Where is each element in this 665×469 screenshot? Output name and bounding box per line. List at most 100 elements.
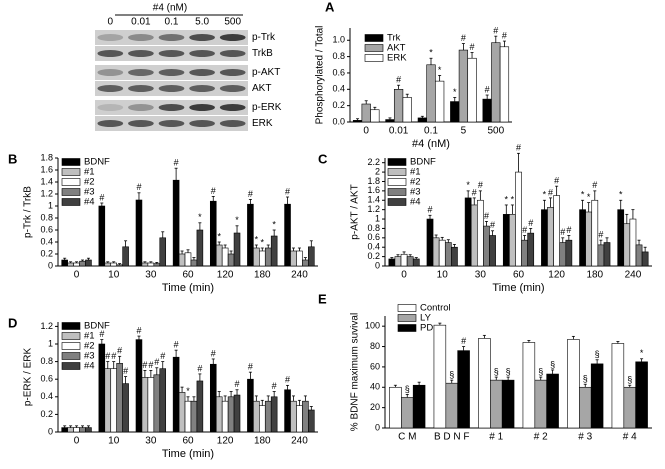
bar bbox=[110, 368, 117, 433]
x-tick-label: # 1 bbox=[489, 432, 503, 443]
y-tick-label: 0 bbox=[375, 260, 380, 270]
lane-label: 0.01 bbox=[131, 17, 151, 28]
bar bbox=[153, 374, 161, 433]
significance-marker: § bbox=[550, 359, 555, 369]
legend-swatch bbox=[61, 342, 81, 350]
bar bbox=[215, 244, 223, 267]
bar bbox=[451, 246, 458, 267]
bar bbox=[141, 377, 149, 433]
blot-band bbox=[158, 85, 185, 92]
bar bbox=[284, 203, 291, 267]
x-tick-label: C M bbox=[398, 432, 416, 443]
bar bbox=[412, 384, 426, 429]
bar bbox=[509, 214, 516, 267]
y-tick-label: 0.8 bbox=[367, 223, 380, 233]
significance-marker: # bbox=[235, 379, 240, 389]
bar bbox=[302, 400, 309, 433]
bar bbox=[435, 80, 445, 123]
significance-marker: # bbox=[490, 220, 495, 230]
x-tick-label: 0 bbox=[74, 436, 80, 447]
legend-swatch bbox=[364, 54, 384, 62]
blot-band bbox=[219, 85, 246, 92]
bar bbox=[522, 342, 536, 429]
bar bbox=[352, 120, 363, 123]
y-tick-label: 0.8 bbox=[40, 212, 53, 222]
blot-band bbox=[158, 50, 185, 57]
significance-marker: # bbox=[502, 30, 507, 40]
y-tick-label: 2.2 bbox=[367, 157, 380, 167]
y-tick-label: 0.8 bbox=[332, 51, 345, 61]
bar bbox=[209, 363, 217, 433]
bar bbox=[491, 42, 501, 123]
significance-marker: # bbox=[493, 26, 498, 36]
blot-band bbox=[128, 34, 154, 41]
x-tick-label: 60 bbox=[182, 436, 194, 447]
bar bbox=[296, 250, 303, 267]
significance-marker: § bbox=[506, 366, 511, 376]
bar bbox=[67, 262, 74, 267]
bar bbox=[85, 259, 92, 267]
bar bbox=[259, 405, 266, 433]
bar bbox=[402, 97, 412, 123]
bar bbox=[641, 251, 649, 267]
blot-band bbox=[219, 69, 246, 76]
legend-swatch bbox=[61, 188, 81, 196]
legend-label: #1 bbox=[410, 167, 421, 178]
significance-marker: * bbox=[587, 192, 591, 202]
legend-swatch bbox=[364, 44, 384, 52]
legend-label: #1 bbox=[84, 167, 95, 178]
significance-marker: # bbox=[470, 42, 475, 52]
bar bbox=[445, 382, 458, 429]
lane-label: 5.0 bbox=[195, 17, 209, 28]
bar bbox=[478, 338, 491, 429]
bar bbox=[116, 264, 123, 267]
legend-swatch bbox=[61, 322, 81, 330]
significance-marker: § bbox=[538, 366, 543, 376]
bar bbox=[209, 200, 217, 267]
y-tick-label: 0.2 bbox=[332, 100, 345, 110]
x-tick-label: 10 bbox=[108, 436, 120, 447]
bar bbox=[502, 214, 510, 267]
bar bbox=[553, 195, 560, 267]
y-tick-label: 1 bbox=[48, 200, 53, 210]
bar bbox=[501, 379, 515, 429]
significance-marker: # bbox=[472, 187, 477, 197]
bar bbox=[470, 204, 478, 267]
bar bbox=[296, 405, 303, 433]
bar bbox=[444, 242, 452, 267]
x-tick-label: B D N F bbox=[434, 432, 470, 443]
bar bbox=[85, 427, 92, 433]
bar bbox=[541, 209, 548, 267]
x-axis-label: #4 (nM) bbox=[412, 138, 450, 150]
bar bbox=[617, 209, 625, 267]
bar bbox=[98, 343, 106, 433]
y-tick-label: 1.4 bbox=[40, 176, 53, 186]
blot-row-label: p-AKT bbox=[252, 67, 280, 78]
bar bbox=[635, 244, 643, 267]
bar bbox=[178, 253, 186, 267]
x-axis-label: Time (min) bbox=[492, 282, 544, 294]
bar bbox=[393, 89, 404, 123]
bar bbox=[370, 109, 380, 123]
legend-swatch bbox=[61, 332, 81, 340]
blot-band bbox=[97, 34, 124, 41]
bar bbox=[172, 179, 180, 267]
x-tick-label: 120 bbox=[217, 436, 234, 447]
lane-label: 0.1 bbox=[165, 17, 179, 28]
x-tick-label: 60 bbox=[182, 270, 194, 281]
bar bbox=[259, 250, 266, 267]
bar bbox=[585, 211, 593, 267]
y-tick-label: 100 bbox=[365, 321, 380, 331]
blot-band bbox=[97, 104, 124, 111]
significance-marker: * bbox=[466, 180, 470, 190]
bar bbox=[172, 356, 180, 433]
bar bbox=[290, 400, 297, 433]
legend-label: #2 bbox=[410, 177, 421, 188]
significance-marker: # bbox=[485, 84, 490, 94]
bar bbox=[270, 235, 278, 267]
y-tick-label: 0.0 bbox=[332, 116, 345, 126]
legend-label: #3 bbox=[84, 187, 95, 198]
y-tick-label: 0 bbox=[375, 422, 380, 432]
bar bbox=[196, 229, 204, 267]
bar bbox=[221, 400, 229, 433]
